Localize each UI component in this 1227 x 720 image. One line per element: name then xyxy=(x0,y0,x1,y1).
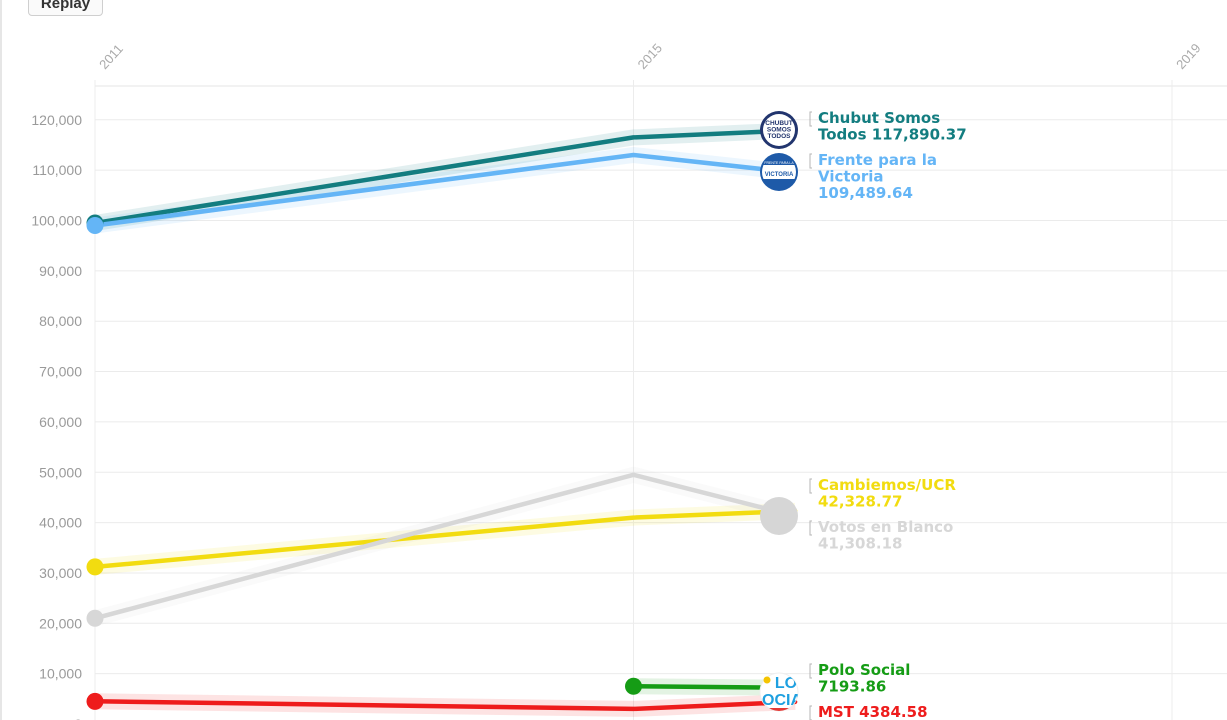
series-label: 109,489.64 xyxy=(818,184,913,202)
series-label: Todos 117,890.37 xyxy=(818,126,967,144)
logo-text: TODOS xyxy=(768,133,792,140)
x-tick-label: 2015 xyxy=(635,40,665,72)
series-label: Chubut Somos xyxy=(818,109,940,127)
logo-band xyxy=(762,165,796,179)
y-tick-label: 90,000 xyxy=(39,263,82,279)
series-label: 41,308.18 xyxy=(818,535,902,553)
y-tick-label: 110,000 xyxy=(32,162,82,178)
y-tick-label: 70,000 xyxy=(39,364,82,380)
start-point-marker xyxy=(86,558,104,576)
y-tick-label: 50,000 xyxy=(39,464,82,480)
series-label: Frente para la xyxy=(818,151,937,169)
label-connector xyxy=(809,663,812,679)
logo-text: FRENTE PARA LA xyxy=(764,161,794,165)
y-tick-label: 20,000 xyxy=(39,615,82,631)
label-connector xyxy=(809,111,812,127)
y-tick-label: 40,000 xyxy=(39,515,82,531)
label-connector xyxy=(809,153,812,169)
series-line xyxy=(92,128,798,226)
logo-text: CHUBUT xyxy=(765,120,792,127)
label-connector xyxy=(809,478,812,494)
start-point-marker xyxy=(86,217,104,235)
y-tick-label: 10,000 xyxy=(39,666,82,682)
start-point-marker xyxy=(86,609,104,627)
logo-band xyxy=(760,708,798,711)
series-label: Victoria xyxy=(818,168,884,186)
y-tick-label: 80,000 xyxy=(39,313,82,329)
series-line xyxy=(92,508,798,570)
logo-text: SOMOS xyxy=(767,127,792,134)
logo-text: LO xyxy=(775,675,797,692)
logo-text: VICTORIA xyxy=(765,172,794,178)
series-line xyxy=(92,152,798,228)
start-point-marker xyxy=(86,692,104,710)
start-point-marker xyxy=(625,677,642,695)
votos-en-blanco-end-marker xyxy=(760,497,798,535)
series-halo xyxy=(92,466,798,627)
y-tick-label: 60,000 xyxy=(39,414,82,430)
series-line xyxy=(92,699,798,712)
replay-button[interactable]: Replay xyxy=(28,0,103,16)
x-tick-label: 2011 xyxy=(96,41,126,72)
y-tick-label: 120,000 xyxy=(31,112,82,128)
label-connector xyxy=(809,520,812,536)
series-label: MST 4384.58 xyxy=(818,703,928,720)
y-tick-label: 30,000 xyxy=(39,565,82,581)
series-label: Votos en Blanco xyxy=(818,518,953,536)
logo-inner xyxy=(763,114,795,146)
y-tick-label: 100,000 xyxy=(31,213,82,229)
series-label: 42,328.77 xyxy=(818,493,902,511)
logo-text: OCIA xyxy=(762,692,802,709)
y-tick-label: 0 xyxy=(74,716,82,720)
label-connector xyxy=(809,705,812,720)
series-line xyxy=(92,472,798,621)
series-label: 7193.86 xyxy=(818,678,886,696)
x-tick-label: 2019 xyxy=(1173,40,1203,72)
left-border xyxy=(0,0,2,720)
series-label: Polo Social xyxy=(818,661,910,679)
logo-dot xyxy=(763,676,771,684)
series-label: Cambiemos/UCR xyxy=(818,476,956,494)
